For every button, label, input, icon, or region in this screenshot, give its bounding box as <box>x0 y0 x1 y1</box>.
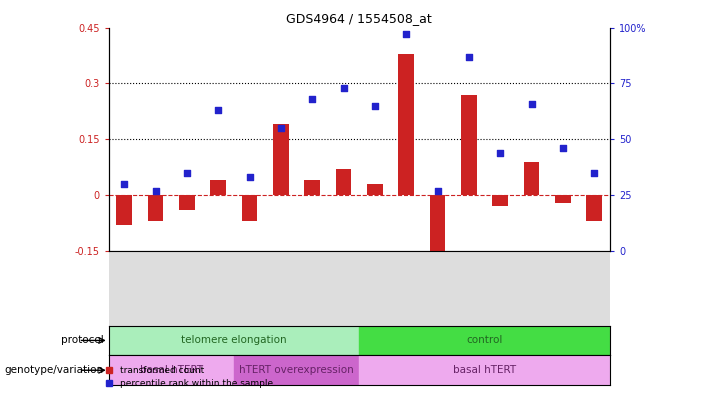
Point <box>338 85 349 91</box>
Bar <box>116 195 132 225</box>
Text: protocol: protocol <box>61 336 104 345</box>
Point <box>589 170 600 176</box>
Point <box>369 103 381 109</box>
Title: GDS4964 / 1554508_at: GDS4964 / 1554508_at <box>287 12 432 25</box>
Bar <box>179 195 195 210</box>
Text: basal hTERT: basal hTERT <box>139 365 203 375</box>
Point <box>495 149 506 156</box>
Legend: transformed count, percentile rank within the sample: transformed count, percentile rank withi… <box>106 366 273 389</box>
Text: telomere elongation: telomere elongation <box>181 336 287 345</box>
Point <box>306 96 318 102</box>
Text: hTERT overexpression: hTERT overexpression <box>239 365 354 375</box>
Bar <box>336 169 351 195</box>
Point <box>463 53 475 60</box>
Point <box>182 170 193 176</box>
Point <box>150 187 161 194</box>
Bar <box>430 195 445 255</box>
Point <box>432 187 443 194</box>
Bar <box>461 95 477 195</box>
Bar <box>210 180 226 195</box>
Bar <box>148 195 163 221</box>
Point <box>118 181 130 187</box>
Point <box>244 174 255 180</box>
Bar <box>586 195 602 221</box>
Text: basal hTERT: basal hTERT <box>453 365 516 375</box>
Bar <box>492 195 508 206</box>
Point <box>401 31 412 37</box>
Bar <box>524 162 539 195</box>
Bar <box>555 195 571 203</box>
Text: control: control <box>466 336 503 345</box>
Bar <box>398 53 414 195</box>
Bar <box>242 195 257 221</box>
Bar <box>273 124 289 195</box>
Point <box>526 100 537 107</box>
Bar <box>367 184 383 195</box>
Point <box>212 107 224 113</box>
Bar <box>304 180 320 195</box>
Point <box>557 145 569 151</box>
Point <box>275 125 287 131</box>
Text: genotype/variation: genotype/variation <box>4 365 104 375</box>
